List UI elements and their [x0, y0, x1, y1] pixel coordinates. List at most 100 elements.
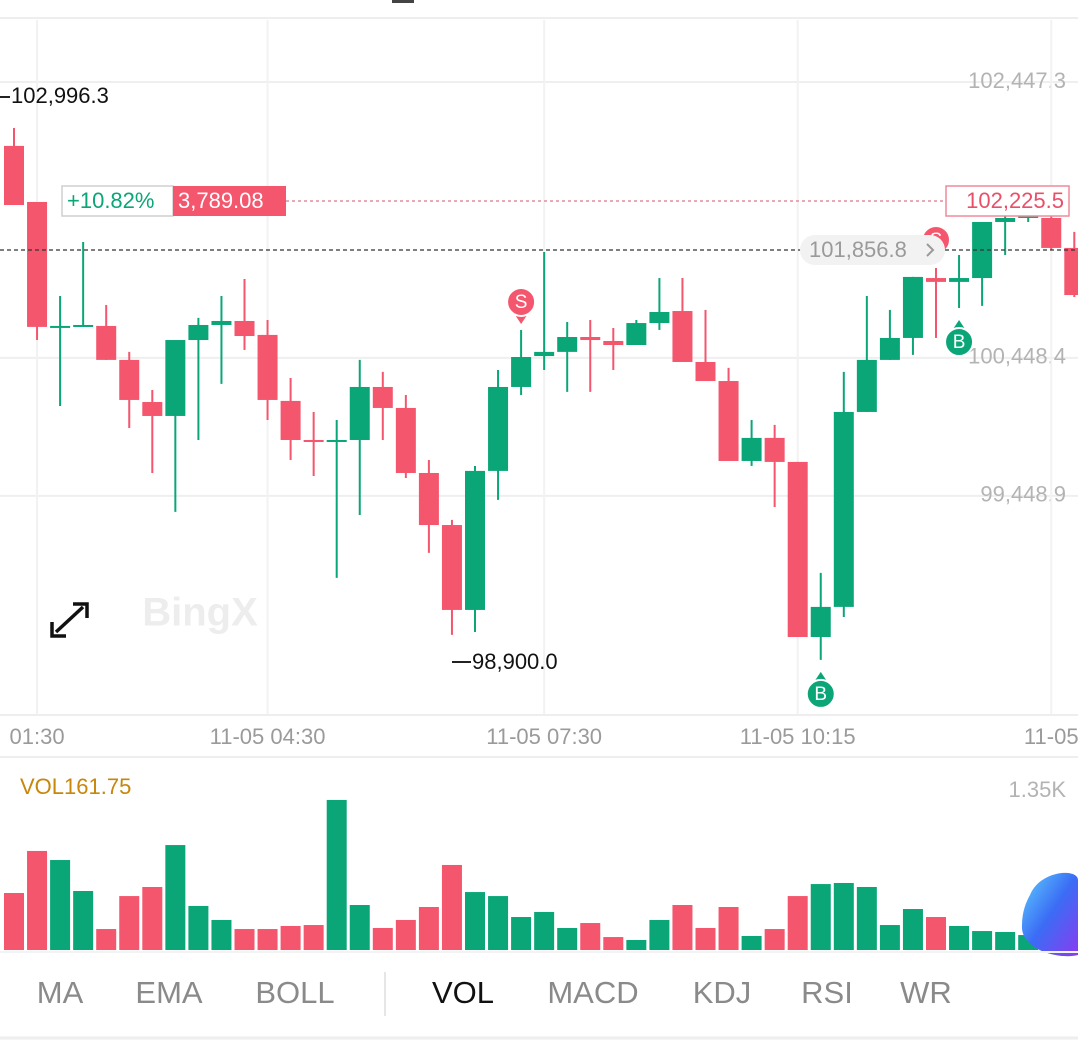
signal-label: S: [515, 292, 528, 313]
volume-bar: [672, 905, 693, 950]
volume-bar: [902, 909, 923, 950]
mark-price-box: [945, 185, 1070, 217]
candle-body: [580, 336, 601, 341]
candle-body: [764, 437, 785, 462]
candle-body: [949, 278, 970, 282]
volume-bar: [603, 937, 624, 950]
volume-bar: [534, 911, 555, 950]
candle-body: [995, 217, 1016, 222]
floating-logo[interactable]: [1021, 872, 1078, 957]
volume-bar: [949, 925, 970, 950]
watermark: BingX: [142, 591, 258, 635]
volume-bar: [418, 907, 439, 950]
volume-bar: [488, 896, 509, 950]
signal-label: B: [953, 332, 966, 353]
low-label: 98,900.0: [472, 649, 558, 674]
volume-bar: [833, 882, 854, 950]
indicator-tab[interactable]: VOL: [432, 975, 494, 1010]
candle-body: [557, 336, 578, 352]
change-percent: +10.82%: [67, 188, 154, 213]
high-label: 102,996.3: [11, 83, 109, 108]
volume-bar: [27, 850, 48, 950]
volume-bar: [995, 931, 1016, 950]
candle-body: [303, 439, 324, 442]
candle-body: [165, 340, 186, 416]
candle-body: [718, 381, 739, 461]
candle-body: [418, 472, 439, 526]
candle-body: [1041, 217, 1062, 248]
candle-body: [603, 340, 624, 345]
chevron-icon: [926, 243, 935, 257]
y-tick-label: 99,448.9: [980, 482, 1066, 507]
candle-body: [787, 461, 808, 637]
top-handle: [392, 0, 414, 3]
volume-bar: [234, 929, 255, 950]
candle-body: [4, 145, 24, 206]
expand-icon[interactable]: [50, 602, 89, 638]
signal-label: B: [814, 684, 827, 705]
candle-body: [372, 386, 393, 408]
indicator-tab[interactable]: EMA: [135, 975, 203, 1010]
volume-bar: [188, 905, 209, 950]
candle-body: [626, 323, 647, 345]
annotations: 102,996.3 +10.82% 3,789.08 102,225.5 101…: [0, 83, 1078, 674]
indicator-tab[interactable]: KDJ: [693, 975, 752, 1010]
candle-body: [741, 437, 762, 461]
candle-body: [649, 311, 670, 324]
candle-body: [73, 324, 94, 327]
change-amount: 3,789.08: [178, 188, 264, 213]
volume-title: VOL161.75: [20, 774, 131, 799]
indicator-tab[interactable]: BOLL: [255, 975, 334, 1010]
x-tick-label: 11-05: [1024, 724, 1078, 749]
candle-body: [833, 411, 854, 607]
volume-bar: [626, 939, 647, 950]
candle-body: [142, 402, 163, 416]
volume-plot: 1.35K: [4, 777, 1078, 950]
signal-marker: [944, 326, 975, 357]
grid: 102,447.3 100,448.4 99,448.9 01:30 11-05 04:…: [0, 20, 1078, 749]
mark-price: 102,225.5: [966, 188, 1064, 213]
volume-bar: [73, 890, 94, 950]
candle-body: [27, 201, 48, 327]
candle-body: [810, 606, 831, 637]
candle-body: [188, 324, 209, 341]
volume-bar: [395, 919, 416, 950]
candle-body: [349, 386, 370, 440]
volume-bar: [142, 886, 163, 950]
volume-bar: [787, 896, 808, 950]
volume-bar: [926, 917, 946, 950]
last-price-pill[interactable]: [800, 235, 945, 265]
volume-bar: [810, 884, 831, 950]
volume-bar: [511, 917, 532, 950]
indicator-tab[interactable]: RSI: [801, 975, 853, 1010]
indicator-tabs: MA EMA BOLL VOL MACD KDJ RSI WR: [37, 975, 952, 1010]
y-tick-label: 102,447.3: [968, 68, 1066, 93]
volume-bar: [257, 929, 278, 950]
candle-body: [488, 386, 509, 471]
indicator-tab[interactable]: MA: [37, 975, 84, 1010]
volume-bar: [972, 931, 993, 950]
volume-bar: [165, 845, 186, 950]
indicator-tab[interactable]: WR: [900, 975, 952, 1010]
volume-bar: [4, 892, 24, 950]
volume-bar: [96, 929, 117, 950]
candle-body: [257, 334, 278, 400]
candle-body: [395, 407, 416, 473]
signal-marker: [805, 678, 836, 709]
volume-bar: [441, 864, 462, 950]
indicator-tab[interactable]: MACD: [547, 975, 638, 1010]
volume-bar: [741, 935, 762, 950]
x-tick-label: 01:30: [10, 724, 65, 749]
volume-bar: [326, 799, 347, 950]
volume-bar: [649, 919, 670, 950]
candle-body: [50, 325, 71, 328]
candle-body: [326, 439, 347, 442]
volume-bar: [372, 927, 393, 950]
x-tick-label: 11-05 04:30: [210, 724, 326, 749]
candle-body: [902, 276, 923, 338]
volume-bar: [303, 925, 324, 950]
volume-bar: [764, 929, 785, 950]
candle-body: [926, 278, 946, 282]
